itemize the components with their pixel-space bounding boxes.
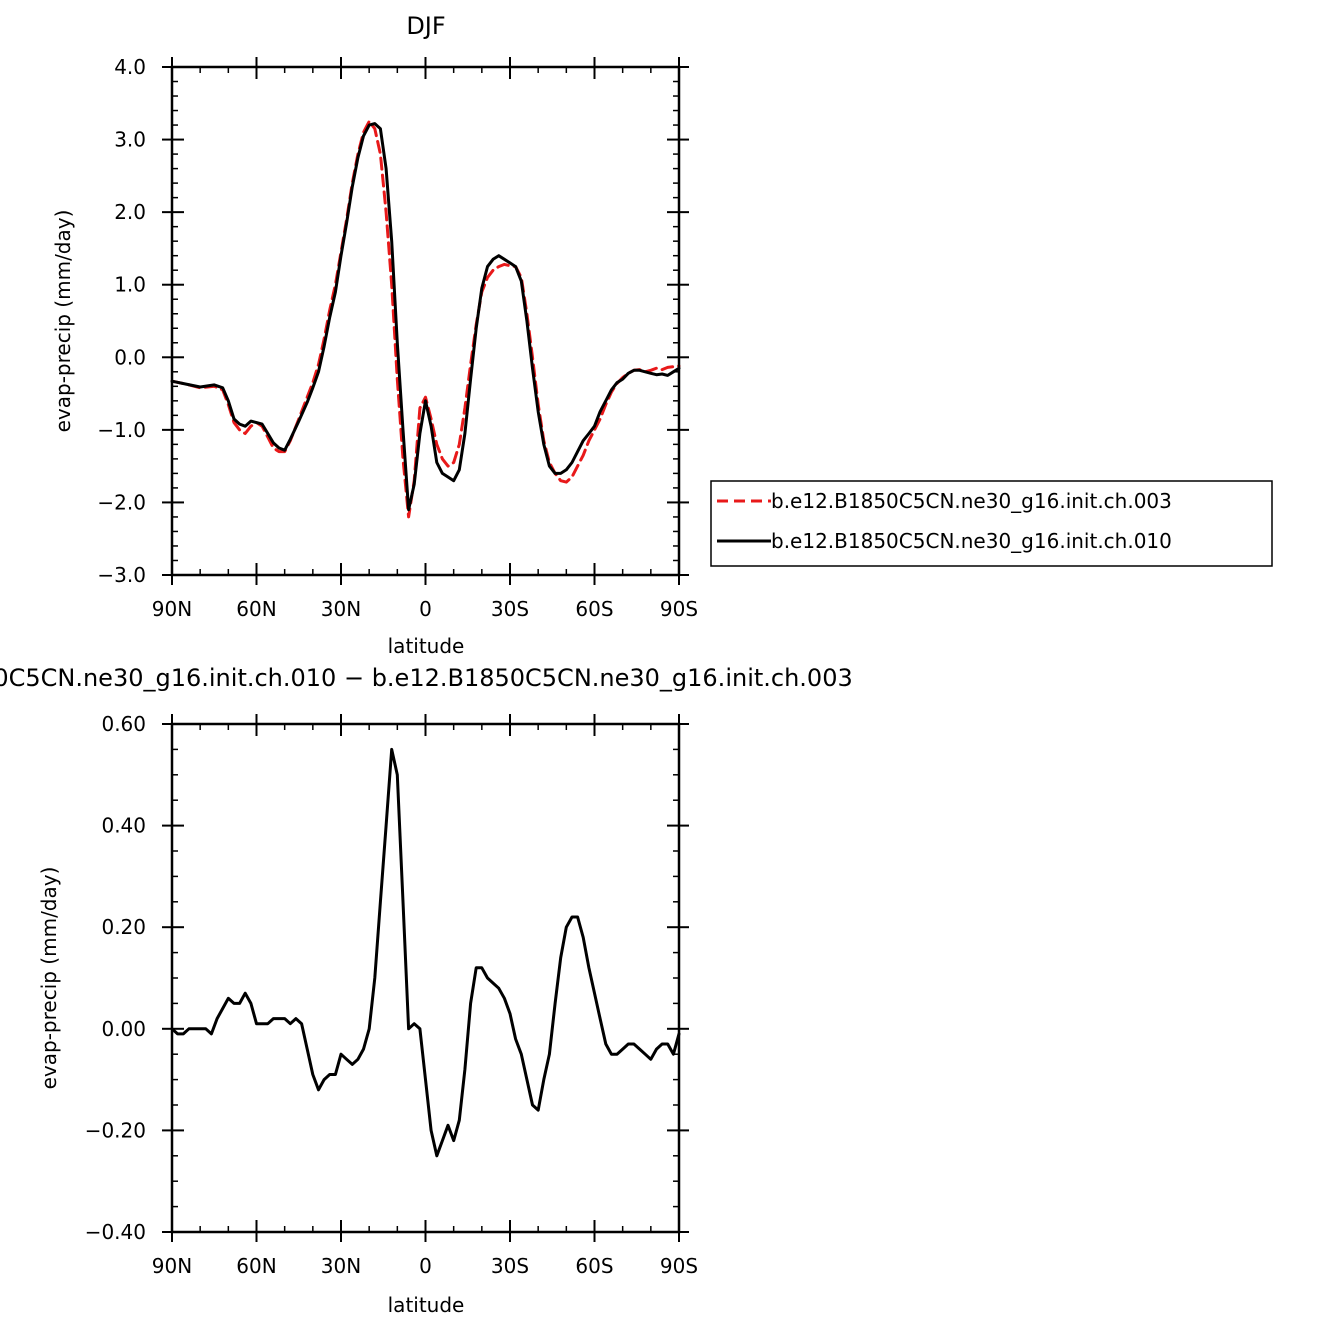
bottom-y-tick-label: 0.00 — [101, 1017, 146, 1041]
legend-label-003: b.e12.B1850C5CN.ne30_g16.init.ch.003 — [771, 489, 1172, 513]
bottom-x-tick-label: 30N — [321, 1254, 361, 1278]
top-legend: b.e12.B1850C5CN.ne30_g16.init.ch.003 b.e… — [710, 480, 1273, 567]
bottom-x-tick-label: 90N — [152, 1254, 192, 1278]
top-y-axis-title: evap-precip (mm/day) — [51, 210, 75, 433]
bottom-plot-frame — [170, 722, 681, 1234]
top-y-tick-label: −3.0 — [97, 563, 146, 587]
top-x-tick-label: 60S — [575, 597, 613, 621]
bottom-y-tick-label: 0.40 — [101, 814, 146, 838]
top-x-tick-label: 0 — [419, 597, 432, 621]
top-y-tick-label: 3.0 — [114, 128, 146, 152]
bottom-x-tick-label: 60N — [236, 1254, 276, 1278]
legend-box — [710, 480, 1273, 567]
top-y-tick-label: −1.0 — [97, 418, 146, 442]
bottom-x-tick-label: 60S — [575, 1254, 613, 1278]
bottom-x-tick-label: 0 — [419, 1254, 432, 1278]
top-x-tick-label: 60N — [236, 597, 276, 621]
top-tick-labels: 90N 60N 30N 0 30S 60S 90S −3.0 −2.0 −1.0 0.0 1.0 2.0… — [97, 55, 698, 621]
top-y-tick-label: 1.0 — [114, 273, 146, 297]
top-x-axis-title: latitude — [388, 634, 465, 658]
top-panel: DJF 90N 60N 30N 0 30S 60S 90S −3.0 −2.0 −1.0 0.0 1.… — [51, 12, 1273, 658]
bottom-y-tick-label: −0.40 — [85, 1220, 146, 1244]
top-x-tick-label: 30N — [321, 597, 361, 621]
bottom-chart-title: b.e12.B1850C5CN.ne30_g16.init.ch.010 − b… — [0, 664, 853, 692]
top-x-tick-label: 90N — [152, 597, 192, 621]
bottom-tick-labels: 90N 60N 30N 0 30S 60S 90S −0.40 −0.20 0.00 0.20 0.4… — [85, 712, 698, 1278]
bottom-y-tick-label: 0.60 — [101, 712, 146, 736]
top-x-tick-label: 90S — [660, 597, 698, 621]
bottom-x-axis-title: latitude — [388, 1293, 465, 1317]
top-x-tick-label: 30S — [491, 597, 529, 621]
bottom-series-lines — [170, 747, 681, 1158]
top-y-tick-label: 4.0 — [114, 55, 146, 79]
bottom-y-tick-label: 0.20 — [101, 915, 146, 939]
legend-label-010: b.e12.B1850C5CN.ne30_g16.init.ch.010 — [771, 529, 1172, 553]
top-series-line-0 — [170, 119, 681, 519]
bottom-y-axis-title: evap-precip (mm/day) — [37, 867, 61, 1090]
bottom-x-tick-label: 30S — [491, 1254, 529, 1278]
top-plot-frame — [170, 65, 681, 577]
bottom-x-tick-label: 90S — [660, 1254, 698, 1278]
top-chart-title: DJF — [406, 12, 445, 40]
top-series-line-1 — [170, 122, 681, 512]
bottom-y-tick-label: −0.20 — [85, 1118, 146, 1142]
bottom-panel: b.e12.B1850C5CN.ne30_g16.init.ch.010 − b… — [0, 664, 853, 1317]
bottom-axis-ticks — [162, 714, 689, 1242]
top-axis-ticks — [162, 57, 689, 585]
top-series-lines — [170, 119, 681, 519]
bottom-series-line-0 — [170, 747, 681, 1158]
top-y-tick-label: 0.0 — [114, 345, 146, 369]
top-y-tick-label: −2.0 — [97, 490, 146, 514]
top-y-tick-label: 2.0 — [114, 200, 146, 224]
